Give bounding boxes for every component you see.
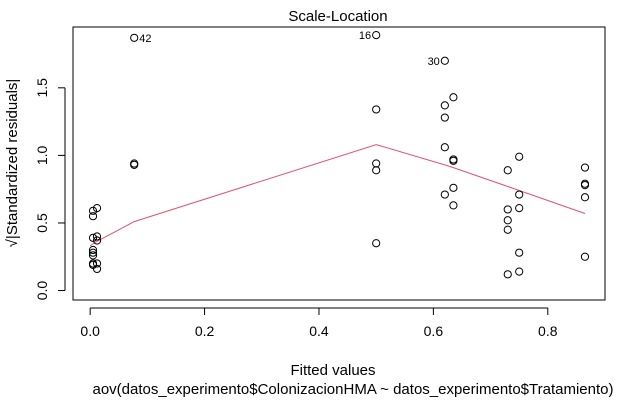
y-axis-label: √|Standardized residuals| (4, 79, 21, 248)
point-annotation: 30 (428, 56, 440, 68)
data-point (580, 252, 590, 261)
data-point (88, 248, 98, 257)
data-point (92, 232, 102, 241)
point-annotation: 42 (139, 33, 151, 45)
data-point (92, 236, 102, 245)
data-point (88, 206, 98, 215)
data-point (515, 152, 524, 161)
data-point (88, 251, 98, 260)
data-point (440, 143, 449, 152)
data-point (440, 56, 449, 65)
data-point (92, 264, 102, 274)
smoother-line (89, 144, 586, 247)
y-tick-label: 1.0 (34, 145, 50, 165)
data-point (372, 31, 381, 40)
smoother-layer (89, 144, 586, 247)
points-layer (88, 31, 590, 279)
data-point (449, 156, 458, 165)
data-point (503, 205, 512, 214)
data-point (449, 93, 458, 102)
data-point (515, 190, 524, 199)
data-point (92, 259, 102, 268)
data-point (440, 190, 449, 199)
x-axis-label: Fitted values (290, 362, 375, 379)
data-point (372, 239, 381, 248)
chart-subtitle: aov(datos_experimento$ColonizacionHMA ~ … (93, 381, 614, 398)
data-point (130, 33, 139, 42)
data-point (88, 233, 98, 242)
y-tick-label: 1.5 (34, 78, 50, 98)
annotations-layer: 42 16 30 (139, 30, 440, 68)
x-tick-label: 0.8 (538, 323, 558, 339)
data-point (372, 105, 381, 114)
y-tick-label: 0.0 (34, 281, 50, 301)
data-point (503, 270, 512, 279)
data-point (440, 113, 449, 122)
data-point (580, 163, 590, 172)
data-point (503, 216, 512, 225)
data-point (580, 181, 590, 190)
data-point (440, 101, 449, 110)
x-tick-label: 0.0 (80, 323, 100, 339)
data-point (130, 159, 139, 168)
chart-title: Scale-Location (288, 8, 387, 25)
data-point (503, 166, 512, 175)
point-annotation: 16 (359, 30, 371, 42)
data-point (88, 245, 98, 255)
data-point (92, 203, 102, 213)
x-axis: 0.0 0.2 0.4 0.6 0.8 (80, 307, 558, 339)
data-point (372, 166, 381, 175)
y-tick-label: 0.5 (34, 213, 50, 233)
x-tick-label: 0.4 (309, 323, 329, 339)
data-point (503, 225, 512, 234)
data-point (580, 193, 590, 202)
data-point (449, 183, 458, 192)
data-point (449, 201, 458, 210)
data-point (88, 212, 98, 221)
data-point (515, 248, 524, 257)
x-tick-label: 0.2 (195, 323, 215, 339)
y-axis: 0.0 0.5 1.0 1.5 (34, 78, 66, 301)
data-point (515, 203, 524, 213)
data-point (515, 267, 524, 276)
data-point (88, 259, 98, 268)
x-tick-label: 0.6 (424, 323, 444, 339)
plot-frame (72, 26, 606, 301)
